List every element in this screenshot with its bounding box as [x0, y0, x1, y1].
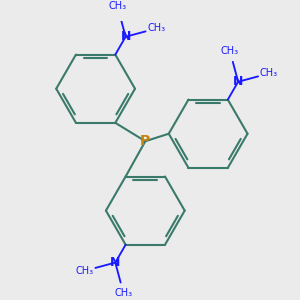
Text: N: N — [233, 75, 243, 88]
Text: N: N — [110, 256, 121, 269]
Text: CH₃: CH₃ — [108, 1, 126, 11]
Text: N: N — [120, 30, 131, 43]
Text: CH₃: CH₃ — [147, 23, 166, 34]
Text: CH₃: CH₃ — [221, 46, 239, 56]
Text: CH₃: CH₃ — [115, 288, 133, 298]
Text: CH₃: CH₃ — [260, 68, 278, 79]
Text: CH₃: CH₃ — [75, 266, 94, 276]
Text: P: P — [140, 134, 150, 148]
